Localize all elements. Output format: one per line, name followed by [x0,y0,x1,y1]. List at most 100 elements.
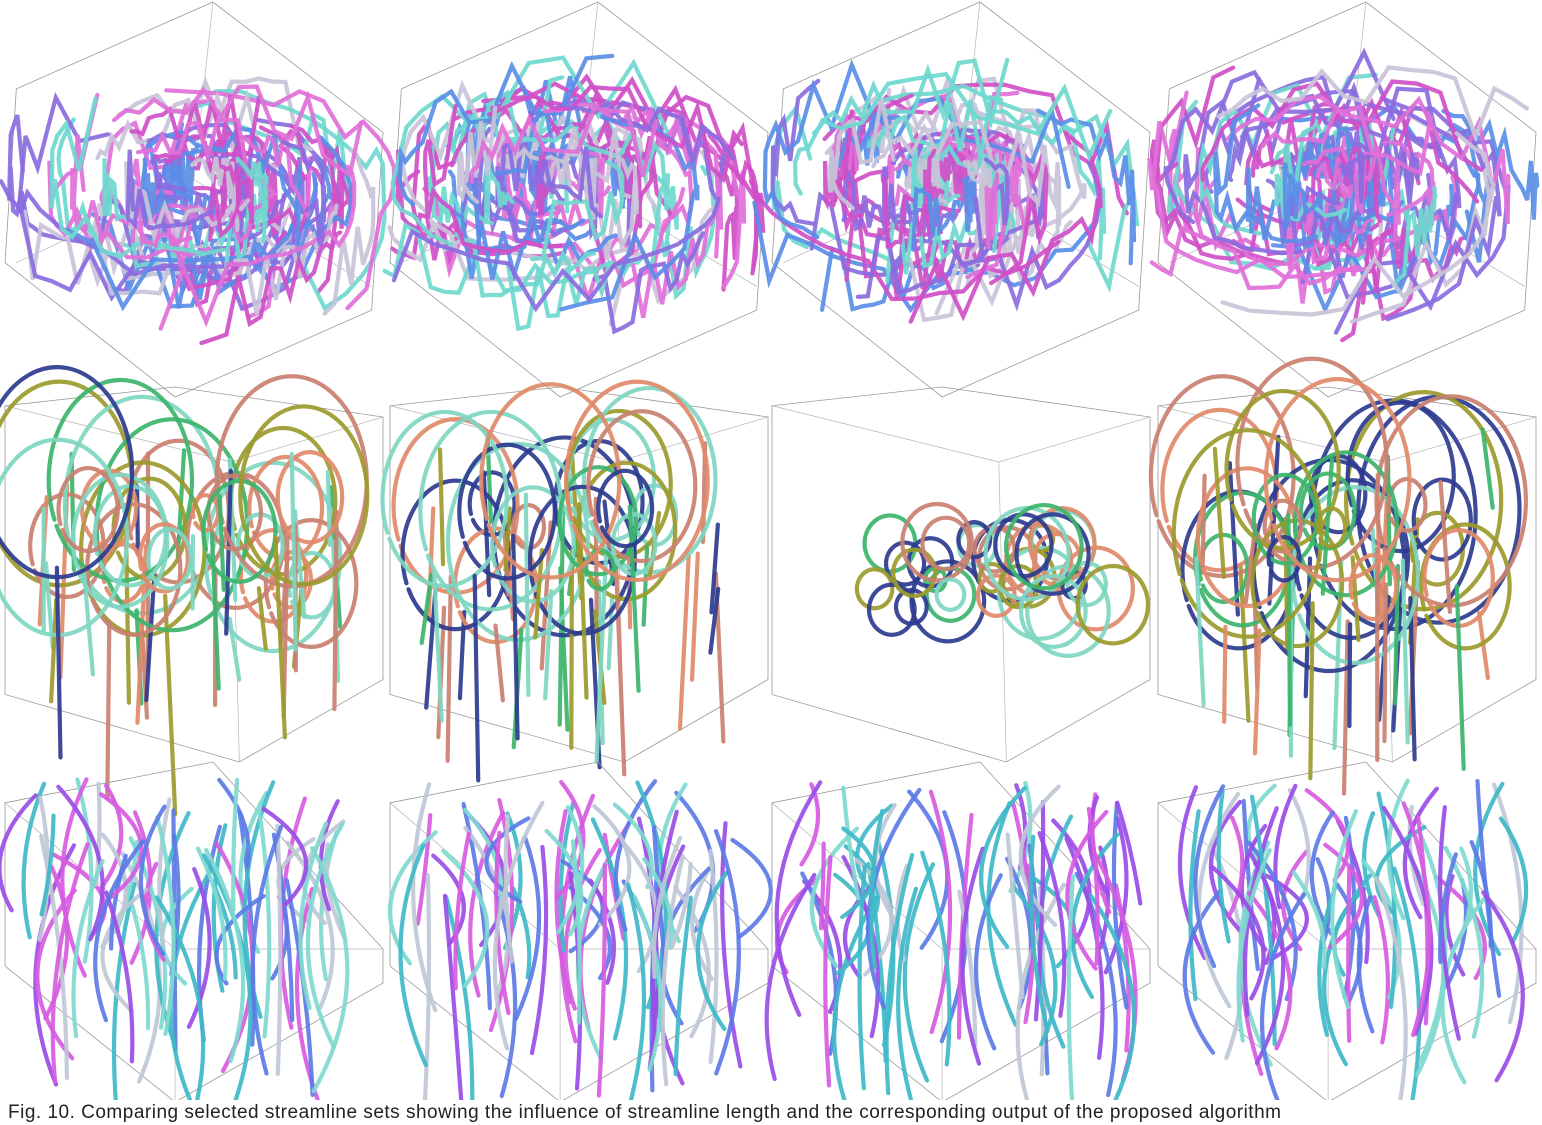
bounding-box-edge [4,405,232,463]
streamline-panel [380,379,769,783]
streamline-tube [960,846,985,1066]
streamline-tube [289,451,298,652]
streamline-tube [511,533,520,741]
streamline-tube [1149,224,1370,291]
streamline-panel [771,386,1151,763]
streamline-tube [902,862,936,1083]
streamline-tube [1411,477,1473,562]
streamline-tube [47,92,211,260]
streamline-tube [1246,783,1277,870]
streamline-tube [190,156,240,232]
streamline-tube [493,890,518,1099]
streamline-tube [558,566,570,732]
streamline-tube [305,821,345,1049]
streamline-tube [1265,178,1377,247]
streamline-tube [1194,556,1206,708]
streamline-tube [1148,374,1296,579]
streamline-tube [569,548,575,751]
streamline-tube [1443,845,1485,1039]
streamline-tube [896,886,919,1100]
streamline-tube [1003,503,1084,591]
streamline-tube [1498,816,1529,945]
streamline-tube [445,574,453,763]
streamline-tube [1438,479,1453,614]
streamline-tube [592,231,706,335]
streamline-panel [764,761,1151,1100]
streamline-tube [100,887,149,1014]
streamline-tube [224,468,233,636]
streamline-tube [1248,852,1286,1066]
streamline-tube [531,146,603,219]
streamline-tube [444,894,475,1100]
streamline-tube [1346,866,1352,1043]
streamline-tube [1291,870,1327,970]
streamline-tube [199,230,343,346]
figure-grid [0,1,1540,1100]
streamline-tube [104,890,135,1064]
streamline-tube [529,844,549,1056]
streamline-tube [690,863,714,982]
streamline-tube [257,809,272,1039]
streamline-tube [481,81,766,272]
streamline-tube [554,808,573,1005]
streamline-tube [250,824,284,1076]
streamline-tube [632,894,663,1072]
streamline-tube [275,450,345,545]
streamline-tube [309,845,350,1094]
streamline-panel [1147,1,1540,398]
streamline-tube [530,160,625,262]
streamline-tube [730,837,773,940]
streamline-tube [809,191,1045,277]
streamline-tube [415,813,433,926]
streamline-tube [871,119,1047,208]
streamline-tube [105,620,112,801]
streamline-tube [7,114,84,244]
streamline-tube [0,793,38,913]
streamline-tube [1374,394,1529,608]
streamline-tube [1315,151,1370,217]
streamline-tube [332,509,339,712]
streamline-tube [1438,852,1458,965]
streamline-tube [1363,101,1502,322]
streamline-tube [155,815,176,1037]
streamline-tube [857,864,867,1091]
streamline-tube [493,623,505,703]
streamline-tube [1322,873,1373,1067]
streamline-tube [380,409,509,588]
streamline-panel [0,1,397,398]
streamline-tube [1225,94,1511,225]
streamline-tube [1240,81,1443,159]
streamline-tube [1382,582,1388,744]
streamline-tube [1303,556,1313,699]
streamline-tube [713,828,741,1076]
streamline-tube [280,139,327,247]
streamline-tube [1193,784,1226,969]
streamline-tube [563,847,602,1011]
streamline-tube [762,58,901,240]
streamline-tube [1227,815,1245,918]
streamline-tube [1075,564,1151,646]
streamline-tube [158,164,357,331]
streamline-tube [1347,622,1353,729]
streamline-tube [81,566,96,677]
streamline-tube [586,409,698,563]
streamline-tube [0,365,135,580]
streamline-tube [1177,785,1207,961]
streamline-tube [1402,786,1439,920]
streamline-tube [442,893,464,1100]
streamline-tube [231,777,240,912]
streamline-tube [318,799,340,912]
streamline-tube [437,447,446,567]
streamline-tube [398,843,428,1068]
streamline-tube [1283,516,1290,653]
streamline-tube [1239,823,1268,952]
bounding-box-edge [1384,416,1537,463]
streamline-tube [1282,162,1323,229]
streamline-tube [1400,558,1410,745]
streamline-tube [979,785,1027,949]
streamline-tube [588,878,617,985]
streamline-tube [153,159,183,219]
streamline-tube [1103,816,1129,975]
streamline-tube [961,160,1101,312]
streamline-tube [49,597,59,704]
